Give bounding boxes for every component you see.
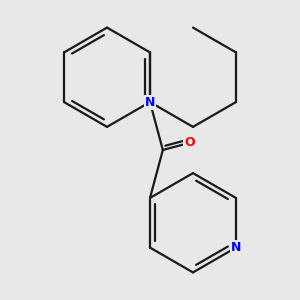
Text: O: O <box>184 136 194 149</box>
Text: N: N <box>145 96 155 109</box>
Text: N: N <box>231 241 241 254</box>
